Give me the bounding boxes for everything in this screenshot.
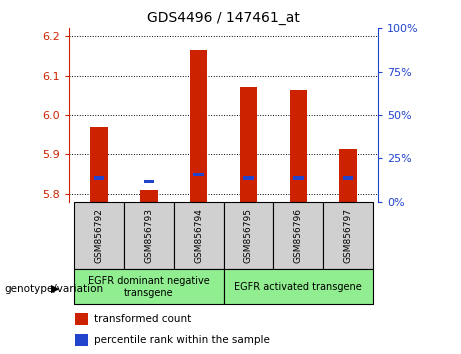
- FancyBboxPatch shape: [74, 202, 124, 269]
- FancyBboxPatch shape: [74, 269, 224, 304]
- Text: transformed count: transformed count: [94, 314, 191, 324]
- FancyBboxPatch shape: [323, 202, 373, 269]
- Bar: [293, 176, 303, 180]
- Bar: [75, 313, 88, 325]
- Bar: [290, 90, 307, 202]
- Bar: [190, 50, 207, 202]
- Text: GSM856796: GSM856796: [294, 208, 303, 263]
- Bar: [240, 87, 257, 202]
- Bar: [90, 127, 108, 202]
- Text: GSM856794: GSM856794: [194, 208, 203, 263]
- Bar: [343, 176, 354, 180]
- Bar: [75, 334, 88, 346]
- Bar: [144, 180, 154, 183]
- Text: percentile rank within the sample: percentile rank within the sample: [94, 335, 270, 345]
- Text: GSM856795: GSM856795: [244, 208, 253, 263]
- Text: ▶: ▶: [52, 284, 60, 293]
- FancyBboxPatch shape: [174, 202, 224, 269]
- FancyBboxPatch shape: [224, 269, 373, 304]
- FancyBboxPatch shape: [124, 202, 174, 269]
- Bar: [94, 176, 104, 180]
- Text: genotype/variation: genotype/variation: [5, 284, 104, 293]
- Text: GSM856792: GSM856792: [95, 208, 104, 263]
- Text: EGFR dominant negative
transgene: EGFR dominant negative transgene: [88, 276, 210, 298]
- Text: GSM856797: GSM856797: [343, 208, 353, 263]
- FancyBboxPatch shape: [224, 202, 273, 269]
- Bar: [243, 176, 254, 180]
- Bar: [140, 190, 158, 202]
- Bar: [339, 149, 357, 202]
- Title: GDS4496 / 147461_at: GDS4496 / 147461_at: [147, 11, 300, 24]
- FancyBboxPatch shape: [273, 202, 323, 269]
- Bar: [194, 173, 204, 176]
- Text: EGFR activated transgene: EGFR activated transgene: [235, 282, 362, 292]
- Text: GSM856793: GSM856793: [144, 208, 154, 263]
